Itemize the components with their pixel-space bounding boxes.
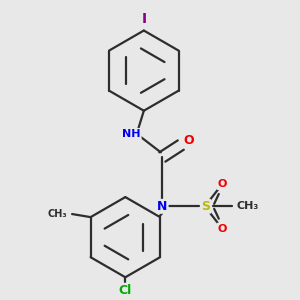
Text: I: I bbox=[141, 12, 146, 26]
Text: CH₃: CH₃ bbox=[236, 201, 259, 211]
Text: O: O bbox=[218, 179, 227, 189]
Text: CH₃: CH₃ bbox=[48, 209, 68, 219]
Text: N: N bbox=[157, 200, 167, 213]
Text: NH: NH bbox=[122, 129, 141, 139]
Text: O: O bbox=[183, 134, 194, 146]
Text: O: O bbox=[218, 224, 227, 233]
Text: Cl: Cl bbox=[119, 284, 132, 297]
Text: S: S bbox=[201, 200, 210, 213]
